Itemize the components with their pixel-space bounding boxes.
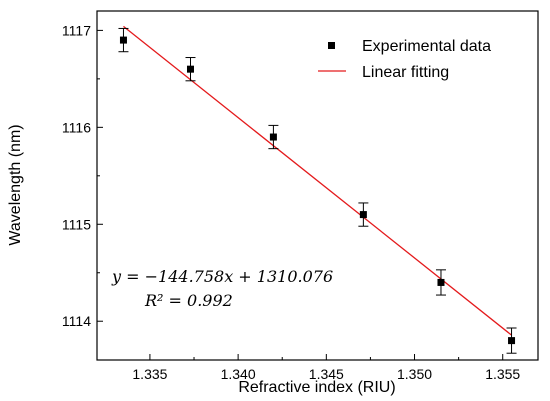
- data-point-2: [269, 133, 277, 141]
- x-tick-label-1: 1.340: [221, 366, 256, 382]
- legend: Experimental data Linear fitting: [318, 38, 491, 81]
- y-axis: 1114 1115 1116 1117: [62, 22, 103, 329]
- fit-line: [123, 25, 512, 336]
- r-squared-label: R² = 0.992: [144, 291, 233, 310]
- data-point-5: [508, 337, 516, 345]
- legend-marker-experimental: [328, 42, 335, 49]
- data-point-0: [119, 36, 127, 44]
- x-tick-label-0: 1.335: [132, 366, 167, 382]
- plot-area: [118, 25, 517, 354]
- x-tick-label-2: 1.345: [309, 366, 344, 382]
- x-tick-label-3: 1.350: [397, 366, 432, 382]
- data-point-1: [186, 65, 194, 73]
- legend-label-experimental: Experimental data: [362, 38, 491, 55]
- fit-equation: y = −144.758x + 1310.076: [111, 267, 333, 286]
- x-tick-label-4: 1.355: [485, 366, 520, 382]
- data-point-4: [437, 278, 445, 286]
- x-axis-label: Refractive index (RIU): [238, 379, 395, 396]
- legend-label-fit: Linear fitting: [362, 64, 449, 81]
- y-axis-label: Wavelength (nm): [7, 124, 24, 245]
- y-tick-label-2: 1116: [62, 119, 91, 135]
- data-point-3: [359, 211, 367, 219]
- plot-frame: [96, 10, 539, 361]
- x-axis: 1.335 1.340 1.345 1.350 1.355: [132, 354, 520, 382]
- y-tick-label-1: 1115: [62, 216, 91, 232]
- y-tick-label-3: 1117: [62, 22, 91, 38]
- y-tick-label-0: 1114: [62, 313, 91, 329]
